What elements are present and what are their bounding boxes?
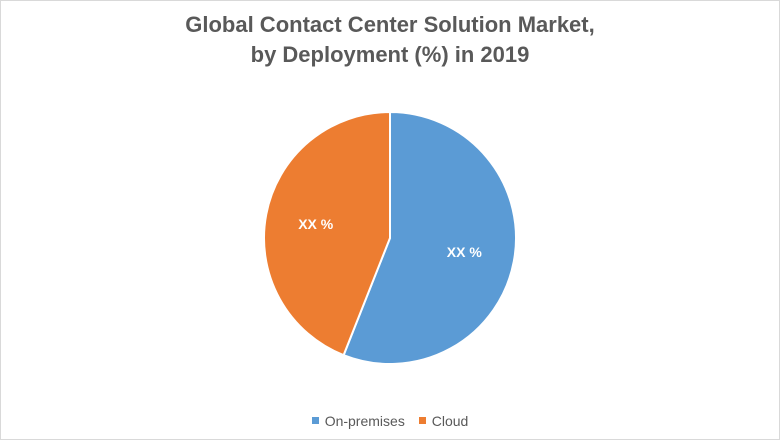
data-label-cloud: XX % bbox=[298, 216, 334, 232]
legend-swatch-cloud bbox=[418, 417, 426, 424]
pie-slice-on-premises bbox=[342, 110, 517, 365]
legend: On-premises Cloud bbox=[0, 411, 780, 429]
legend-label-cloud: Cloud bbox=[431, 412, 469, 429]
title-line-2: by Deployment (%) in 2019 bbox=[250, 42, 530, 67]
legend-item-on-premises: On-premises bbox=[311, 412, 405, 429]
legend-label-on-premises: On-premises bbox=[324, 412, 405, 429]
chart-title: Global Contact Center Solution Market, b… bbox=[0, 10, 780, 70]
data-label-on-premises: XX % bbox=[447, 244, 483, 260]
title-line-1: Global Contact Center Solution Market, bbox=[185, 12, 595, 37]
legend-item-cloud: Cloud bbox=[418, 412, 469, 429]
pie-slice-cloud bbox=[263, 110, 391, 357]
legend-swatch-on-premises bbox=[311, 417, 319, 424]
